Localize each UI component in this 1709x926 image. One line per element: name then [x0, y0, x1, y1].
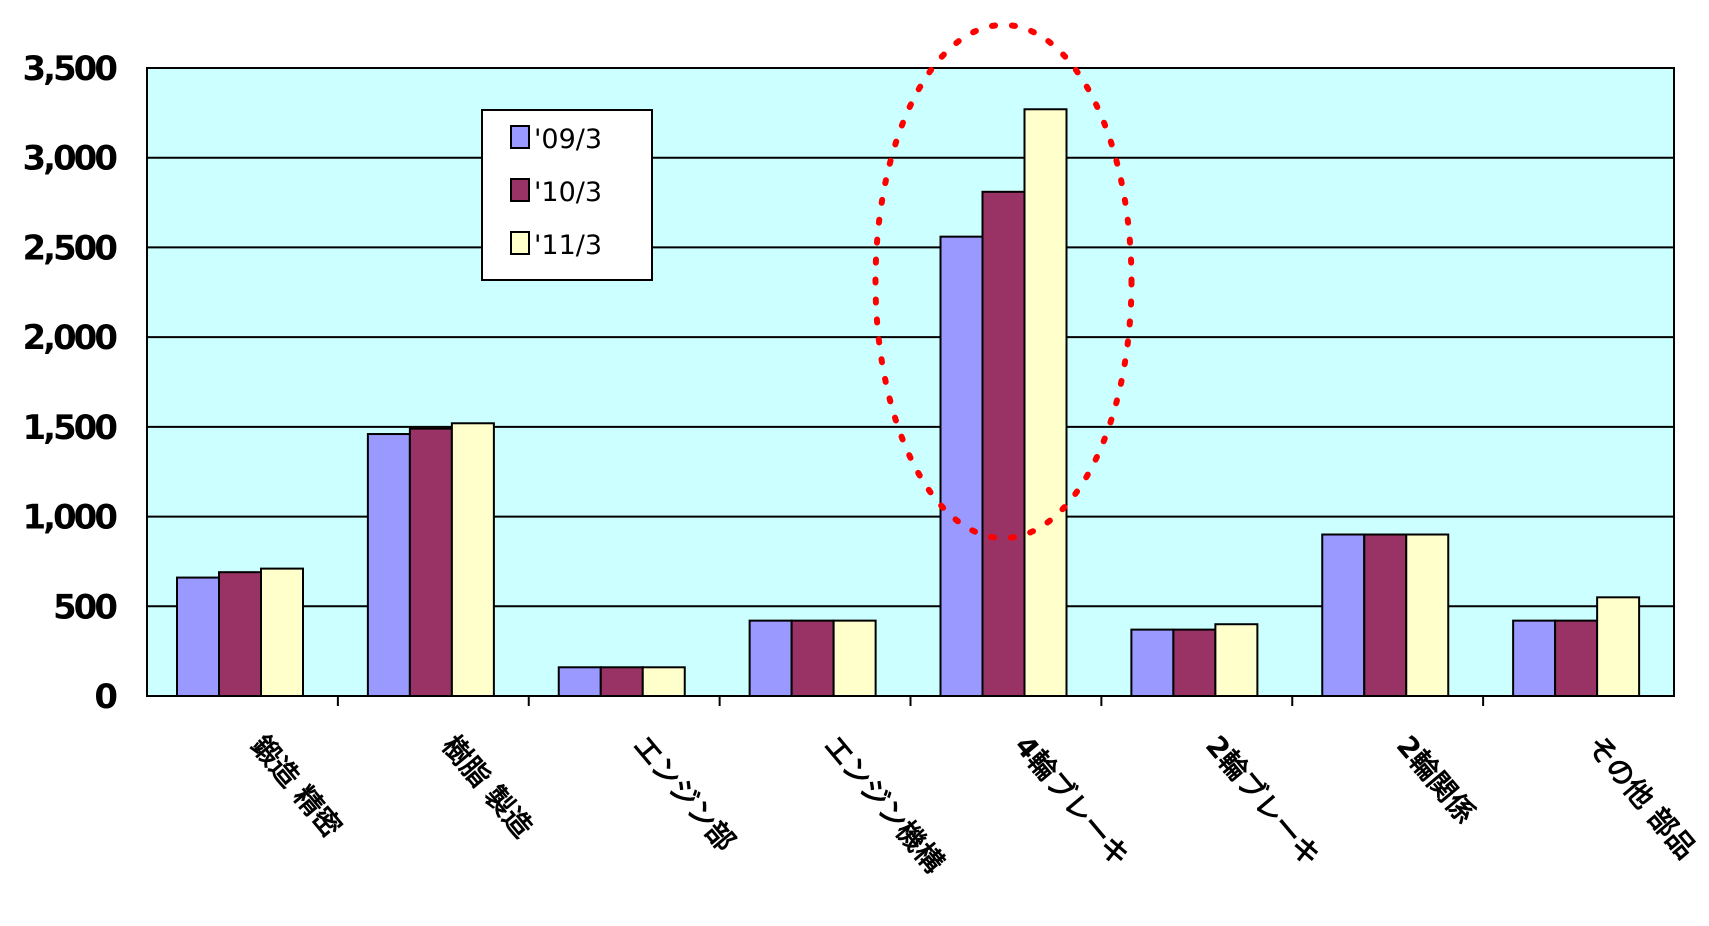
highlight-ellipse	[872, 21, 1135, 542]
bar	[832, 619, 877, 698]
highlight-ellipse-shape	[872, 21, 1135, 542]
bar	[1405, 533, 1450, 697]
legend: '09/3 '10/3 '11/3	[481, 109, 653, 281]
bar	[260, 567, 304, 697]
x-axis-labels: 鍛造 精密 樹脂 製造 エンジン部 エンジン機構 4輪ブレーキ 2輪ブレーキ 2輪関係 その他…	[245, 729, 1703, 879]
y-tick-label: 1,000	[22, 498, 117, 538]
y-tick-label: 1,500	[22, 408, 117, 448]
bar	[1321, 533, 1366, 697]
legend-swatch	[510, 231, 530, 255]
bar	[1554, 619, 1599, 698]
bar	[1172, 628, 1217, 698]
bar	[939, 235, 984, 697]
bar	[1130, 628, 1175, 698]
y-tick-label: 500	[53, 587, 117, 627]
x-tick-label: エンジン部	[626, 729, 741, 857]
bar	[218, 571, 262, 697]
x-tick-label: 2輪関係	[1390, 729, 1482, 829]
legend-swatch	[510, 178, 530, 202]
bar	[1596, 596, 1641, 697]
legend-label: '11/3	[534, 230, 602, 261]
bar	[450, 422, 495, 697]
bar	[557, 666, 602, 698]
y-tick-label: 0	[94, 677, 117, 717]
bar	[1023, 108, 1068, 698]
x-tick-label: その他 部品	[1581, 729, 1703, 865]
legend-swatch	[510, 125, 530, 149]
y-tick-label: 3,000	[22, 139, 117, 179]
bars	[176, 108, 1641, 698]
bar	[366, 433, 411, 697]
y-tick-label: 2,000	[22, 318, 117, 358]
bar	[1363, 533, 1408, 697]
x-tick-label: 樹脂 製造	[436, 729, 540, 843]
bar	[641, 666, 686, 698]
bar	[981, 190, 1026, 697]
legend-label: '09/3	[534, 124, 602, 155]
y-tick-label: 3,500	[22, 49, 117, 89]
bar	[599, 666, 644, 698]
bar	[748, 619, 793, 698]
x-tick-label: 2輪ブレーキ	[1199, 729, 1327, 872]
legend-label: '10/3	[534, 177, 602, 208]
bar	[790, 619, 835, 698]
x-tick-label: エンジン機構	[817, 729, 950, 879]
bar	[176, 576, 220, 698]
x-tick-label: 4輪ブレーキ	[1008, 729, 1136, 872]
bar	[408, 427, 453, 697]
bar	[1512, 619, 1557, 698]
bar	[1214, 623, 1259, 698]
y-axis-ticks: 0 500 1,000 1,500 2,000 2,500 3,000 3,500	[22, 49, 120, 717]
x-tick-label: 鍛造 精密	[245, 729, 349, 843]
y-tick-label: 2,500	[22, 228, 117, 268]
x-axis	[336, 696, 1485, 706]
